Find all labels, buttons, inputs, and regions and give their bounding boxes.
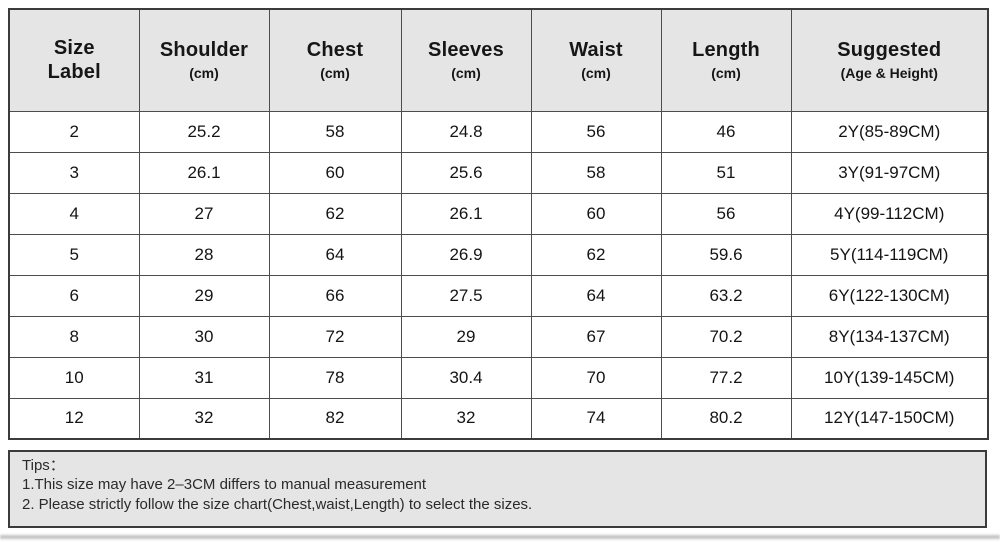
cell-waist: 67 xyxy=(530,315,662,358)
cell-waist: 58 xyxy=(530,151,662,194)
bottom-divider-line xyxy=(0,535,1000,539)
cell-chest: 66 xyxy=(268,274,402,317)
cell-waist: 64 xyxy=(530,274,662,317)
column-header-shoulder: Shoulder (cm) xyxy=(138,8,270,112)
cell-sleeves: 24.8 xyxy=(400,110,532,153)
header-title: Suggested xyxy=(837,38,942,61)
table-row-size-6: 6 29 66 27.5 64 63.2 6Y(122-130CM) xyxy=(8,274,989,317)
cell-chest: 72 xyxy=(268,315,402,358)
cell-sleeves: 26.1 xyxy=(400,192,532,235)
header-title: Size xyxy=(53,37,95,60)
cell-shoulder: 27 xyxy=(138,192,270,235)
cell-size-label: 10 xyxy=(8,356,140,399)
tips-line-1: 1.This size may have 2–3CM differs to ma… xyxy=(22,476,427,493)
cell-length: 56 xyxy=(660,192,792,235)
cell-shoulder: 28 xyxy=(138,233,270,276)
cell-shoulder: 32 xyxy=(138,397,270,440)
cell-size-label: 6 xyxy=(8,274,140,317)
cell-shoulder: 26.1 xyxy=(138,151,270,194)
header-title: Shoulder xyxy=(159,38,249,61)
cell-sleeves: 32 xyxy=(400,397,532,440)
column-header-length: Length (cm) xyxy=(660,8,792,112)
cell-sleeves: 25.6 xyxy=(400,151,532,194)
header-unit: (cm) xyxy=(581,64,611,81)
cell-chest: 60 xyxy=(268,151,402,194)
cell-shoulder: 30 xyxy=(138,315,270,358)
table-row-size-8: 8 30 72 29 67 70.2 8Y(134-137CM) xyxy=(8,315,989,358)
cell-chest: 78 xyxy=(268,356,402,399)
header-unit: (cm) xyxy=(711,64,741,81)
header-title: Length xyxy=(692,38,760,61)
cell-length: 80.2 xyxy=(660,397,792,440)
header-row: Size Label Shoulder (cm) Chest (cm) Slee… xyxy=(8,8,989,112)
header-title: Chest xyxy=(306,38,364,61)
cell-suggested: 8Y(134-137CM) xyxy=(790,315,989,358)
tips-heading: Tips： xyxy=(22,457,65,474)
cell-size-label: 2 xyxy=(8,110,140,153)
cell-suggested: 6Y(122-130CM) xyxy=(790,274,989,317)
table-row-size-12: 12 32 82 32 74 80.2 12Y(147-150CM) xyxy=(8,397,989,440)
table-row-size-10: 10 31 78 30.4 70 77.2 10Y(139-145CM) xyxy=(8,356,989,399)
table-row-size-3: 3 26.1 60 25.6 58 51 3Y(91-97CM) xyxy=(8,151,989,194)
size-chart-table: Size Label Shoulder (cm) Chest (cm) Slee… xyxy=(8,8,989,440)
column-header-waist: Waist (cm) xyxy=(530,8,662,112)
header-title-line2: Label xyxy=(47,61,101,84)
cell-suggested: 10Y(139-145CM) xyxy=(790,356,989,399)
cell-size-label: 12 xyxy=(8,397,140,440)
cell-waist: 56 xyxy=(530,110,662,153)
column-header-suggested: Suggested (Age & Height) xyxy=(790,8,989,112)
cell-length: 46 xyxy=(660,110,792,153)
cell-size-label: 4 xyxy=(8,192,140,235)
cell-chest: 82 xyxy=(268,397,402,440)
header-title: Waist xyxy=(569,38,623,61)
tips-line-2: 2. Please strictly follow the size chart… xyxy=(22,496,533,513)
table-row-size-5: 5 28 64 26.9 62 59.6 5Y(114-119CM) xyxy=(8,233,989,276)
cell-length: 77.2 xyxy=(660,356,792,399)
cell-length: 63.2 xyxy=(660,274,792,317)
header-title: Sleeves xyxy=(428,38,504,61)
cell-sleeves: 27.5 xyxy=(400,274,532,317)
column-header-chest: Chest (cm) xyxy=(268,8,402,112)
cell-length: 59.6 xyxy=(660,233,792,276)
header-unit: (cm) xyxy=(320,64,350,81)
cell-size-label: 8 xyxy=(8,315,140,358)
header-unit: (cm) xyxy=(451,64,481,81)
cell-suggested: 12Y(147-150CM) xyxy=(790,397,989,440)
cell-sleeves: 29 xyxy=(400,315,532,358)
cell-sleeves: 26.9 xyxy=(400,233,532,276)
cell-chest: 58 xyxy=(268,110,402,153)
cell-chest: 62 xyxy=(268,192,402,235)
header-unit: (Age & Height) xyxy=(840,64,938,81)
cell-chest: 64 xyxy=(268,233,402,276)
column-header-sleeves: Sleeves (cm) xyxy=(400,8,532,112)
cell-sleeves: 30.4 xyxy=(400,356,532,399)
cell-waist: 60 xyxy=(530,192,662,235)
cell-shoulder: 31 xyxy=(138,356,270,399)
cell-waist: 62 xyxy=(530,233,662,276)
cell-suggested: 2Y(85-89CM) xyxy=(790,110,989,153)
cell-size-label: 3 xyxy=(8,151,140,194)
cell-length: 51 xyxy=(660,151,792,194)
cell-length: 70.2 xyxy=(660,315,792,358)
column-header-size-label: Size Label xyxy=(8,8,140,112)
cell-suggested: 3Y(91-97CM) xyxy=(790,151,989,194)
cell-shoulder: 29 xyxy=(138,274,270,317)
cell-waist: 70 xyxy=(530,356,662,399)
cell-shoulder: 25.2 xyxy=(138,110,270,153)
table-row-size-2: 2 25.2 58 24.8 56 46 2Y(85-89CM) xyxy=(8,110,989,153)
cell-suggested: 5Y(114-119CM) xyxy=(790,233,989,276)
cell-waist: 74 xyxy=(530,397,662,440)
cell-size-label: 5 xyxy=(8,233,140,276)
tips-box: Tips： 1.This size may have 2–3CM differs… xyxy=(8,450,987,528)
cell-suggested: 4Y(99-112CM) xyxy=(790,192,989,235)
header-unit: (cm) xyxy=(189,64,219,81)
table-row-size-4: 4 27 62 26.1 60 56 4Y(99-112CM) xyxy=(8,192,989,235)
